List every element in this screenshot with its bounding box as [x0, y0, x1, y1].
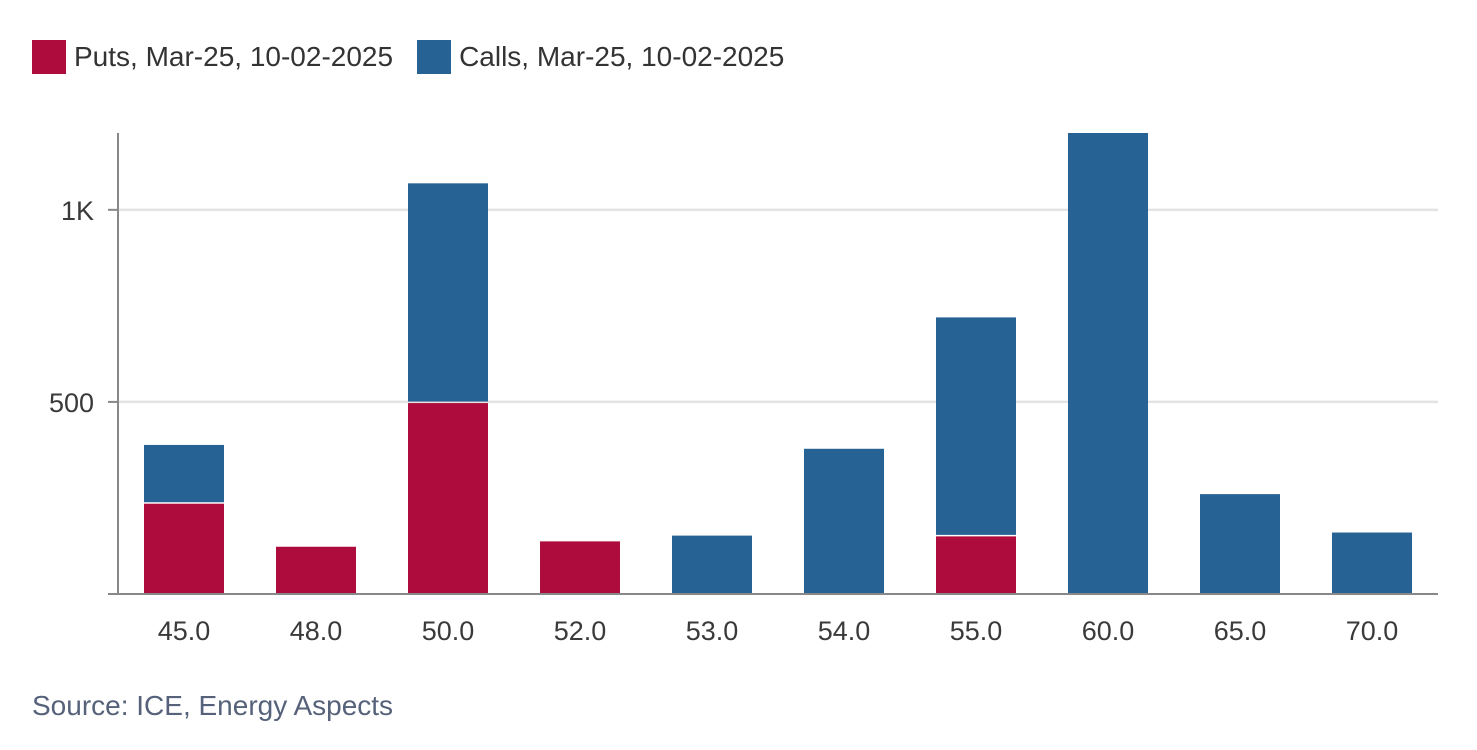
bar-calls-55-0	[936, 317, 1016, 535]
bar-calls-53-0	[672, 535, 752, 594]
legend-item-calls[interactable]: Calls, Mar-25, 10-02-2025	[417, 40, 784, 74]
x-tick-label-60-0: 60.0	[1082, 616, 1135, 646]
x-tick-label-65-0: 65.0	[1214, 616, 1267, 646]
bar-puts-45-0	[144, 503, 224, 594]
bar-calls-50-0	[408, 183, 488, 402]
y-tick-label-0: 500	[49, 388, 94, 418]
bar-calls-60-0	[1068, 133, 1148, 594]
bar-calls-45-0	[144, 444, 224, 503]
x-tick-label-55-0: 55.0	[950, 616, 1003, 646]
bar-calls-54-0	[804, 448, 884, 594]
bar-puts-50-0	[408, 403, 488, 594]
bar-puts-55-0	[936, 536, 1016, 594]
x-tick-label-52-0: 52.0	[554, 616, 607, 646]
bar-puts-52-0	[540, 541, 620, 594]
x-tick-label-45-0: 45.0	[158, 616, 211, 646]
bar-puts-48-0	[276, 546, 356, 594]
legend-label-calls: Calls, Mar-25, 10-02-2025	[459, 41, 785, 72]
x-tick-label-53-0: 53.0	[686, 616, 739, 646]
x-tick-label-50-0: 50.0	[422, 616, 475, 646]
x-tick-label-70-0: 70.0	[1346, 616, 1399, 646]
bar-chart: 500 1K 45.0 48.0 50.0 52.0 53.0 54.0 55.0 60.0 65.…	[49, 133, 1438, 646]
legend: Puts, Mar-25, 10-02-2025 Calls, Mar-25, …	[32, 40, 808, 74]
bar-calls-65-0	[1200, 494, 1280, 594]
bar-calls-70-0	[1332, 532, 1412, 594]
y-tick-label-1: 1K	[61, 196, 94, 226]
source-note: Source: ICE, Energy Aspects	[32, 690, 394, 721]
x-tick-label-48-0: 48.0	[290, 616, 343, 646]
legend-swatch-puts	[32, 40, 66, 74]
legend-label-puts: Puts, Mar-25, 10-02-2025	[74, 41, 394, 72]
legend-item-puts[interactable]: Puts, Mar-25, 10-02-2025	[32, 40, 393, 74]
x-tick-label-54-0: 54.0	[818, 616, 871, 646]
legend-swatch-calls	[417, 40, 452, 74]
